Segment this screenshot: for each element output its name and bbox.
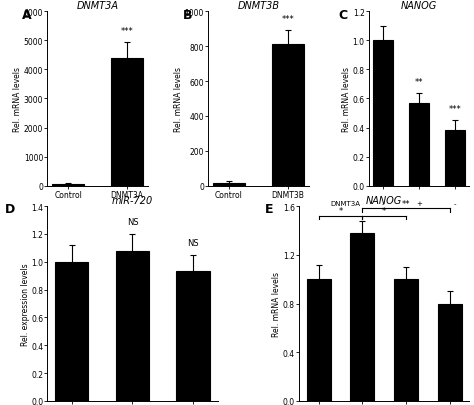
Text: -: - bbox=[418, 217, 420, 224]
Text: +: + bbox=[416, 200, 422, 206]
Title: miR-720: miR-720 bbox=[112, 196, 153, 206]
Bar bbox=[52, 185, 84, 186]
Text: +: + bbox=[452, 217, 458, 224]
Text: ***: *** bbox=[282, 15, 294, 24]
Bar bbox=[111, 59, 143, 186]
Text: B: B bbox=[183, 9, 192, 21]
Y-axis label: Rel. expression levels: Rel. expression levels bbox=[21, 262, 30, 345]
Y-axis label: Rel. mRNA levels: Rel. mRNA levels bbox=[13, 67, 22, 132]
Title: DNMT3B: DNMT3B bbox=[237, 1, 279, 11]
Text: ***: *** bbox=[121, 27, 134, 36]
Title: DNMT3A: DNMT3A bbox=[77, 1, 118, 11]
Bar bbox=[116, 251, 149, 401]
Text: NS: NS bbox=[127, 217, 138, 226]
Bar bbox=[272, 45, 304, 186]
Text: *: * bbox=[382, 207, 386, 215]
Y-axis label: Rel. mRNA levels: Rel. mRNA levels bbox=[174, 67, 183, 132]
Text: **: ** bbox=[415, 77, 423, 86]
Text: -: - bbox=[454, 200, 456, 206]
Bar bbox=[374, 41, 393, 186]
Y-axis label: Rel. mRNA levels: Rel. mRNA levels bbox=[273, 271, 282, 336]
Text: *: * bbox=[338, 207, 343, 215]
Text: DNMT3A: DNMT3A bbox=[330, 200, 360, 206]
Title: NANOG: NANOG bbox=[401, 1, 437, 11]
Text: **: ** bbox=[402, 199, 410, 208]
Text: A: A bbox=[22, 9, 32, 21]
Bar bbox=[445, 131, 465, 186]
Bar bbox=[213, 184, 245, 186]
Title: NANOG: NANOG bbox=[366, 196, 402, 206]
Text: DNMT3B: DNMT3B bbox=[330, 217, 360, 224]
Bar bbox=[307, 279, 331, 401]
Text: ***: *** bbox=[448, 105, 461, 114]
Text: D: D bbox=[5, 202, 15, 215]
Text: NS: NS bbox=[187, 239, 199, 247]
Text: C: C bbox=[339, 9, 348, 21]
Text: E: E bbox=[265, 202, 273, 215]
Text: -: - bbox=[382, 200, 384, 206]
Bar bbox=[438, 304, 462, 401]
Bar bbox=[176, 272, 210, 401]
Y-axis label: Rel. mRNA levels: Rel. mRNA levels bbox=[342, 67, 351, 132]
Bar bbox=[350, 233, 374, 401]
Bar bbox=[409, 104, 429, 186]
Text: -: - bbox=[382, 217, 384, 224]
Bar bbox=[394, 279, 418, 401]
Bar bbox=[55, 262, 89, 401]
